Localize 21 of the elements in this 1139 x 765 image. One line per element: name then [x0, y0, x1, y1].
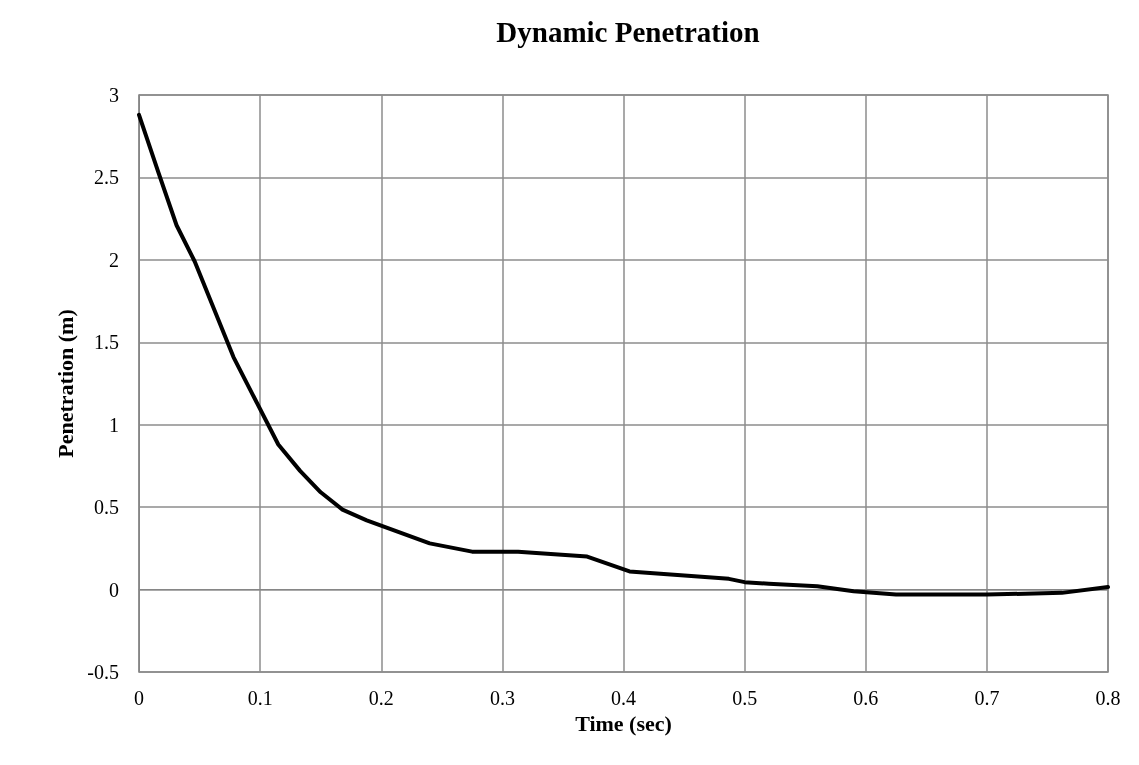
y-tick-label: 1: [109, 413, 119, 436]
x-tick-label: 0.4: [611, 687, 636, 709]
y-axis-title: Penetration (m): [52, 309, 78, 458]
x-tick-label: 0.1: [247, 687, 273, 709]
y-tick-label: 1.5: [94, 331, 119, 354]
chart-title: Dynamic Penetration: [496, 15, 760, 48]
x-axis-title: Time (sec): [575, 711, 672, 737]
x-tick-label: 0.3: [489, 687, 515, 709]
line-series: [137, 112, 1110, 597]
y-tick-label: 2: [109, 248, 119, 271]
y-tick-label: -0.5: [87, 661, 119, 683]
x-tick-label: 0.6: [853, 687, 879, 709]
x-tick-label: 0.8: [1095, 687, 1121, 709]
x-tick-label: 0.5: [732, 687, 758, 709]
x-tick-label: 0: [134, 687, 144, 709]
x-tick-label: 0.2: [368, 687, 394, 709]
y-tick-label: 3: [109, 84, 119, 106]
x-tick-label: 0.7: [974, 687, 1000, 709]
y-tick-label: 0.5: [94, 496, 119, 519]
y-tick-label: 0: [109, 578, 119, 601]
y-tick-label: 2.5: [94, 166, 119, 189]
